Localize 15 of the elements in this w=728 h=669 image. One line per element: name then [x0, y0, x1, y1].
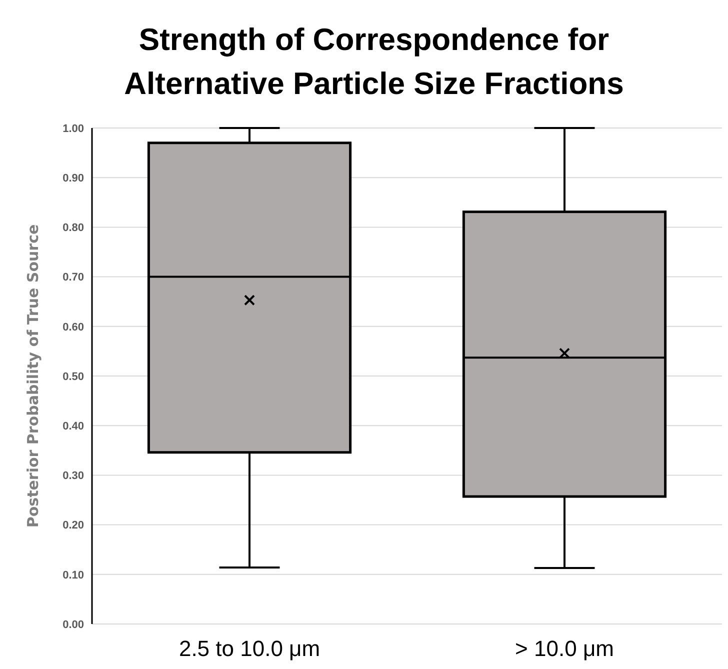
y-tick-label: 1.00 — [62, 122, 84, 135]
x-tick-label: 2.5 to 10.0 μm — [178, 636, 320, 661]
y-tick-label: 0.20 — [62, 520, 84, 532]
y-tick-label: 0.10 — [62, 569, 84, 582]
chart-title: Strength of Correspondence for Alternative Particle Size Fractions — [124, 22, 624, 101]
y-axis-title: Posterior Probability of True Source — [24, 224, 42, 528]
y-tick-label: 0.60 — [62, 321, 84, 334]
y-tick-label: 0.00 — [62, 618, 84, 631]
y-tick-label: 0.80 — [62, 222, 84, 234]
y-tick-label: 0.30 — [62, 470, 84, 482]
x-tick-label: > 10.0 μm — [515, 636, 614, 661]
y-tick-label: 0.40 — [62, 420, 84, 432]
y-tick-label: 0.70 — [62, 272, 84, 284]
y-tick-label: 0.50 — [62, 370, 84, 383]
y-tick-label: 0.90 — [62, 172, 84, 184]
